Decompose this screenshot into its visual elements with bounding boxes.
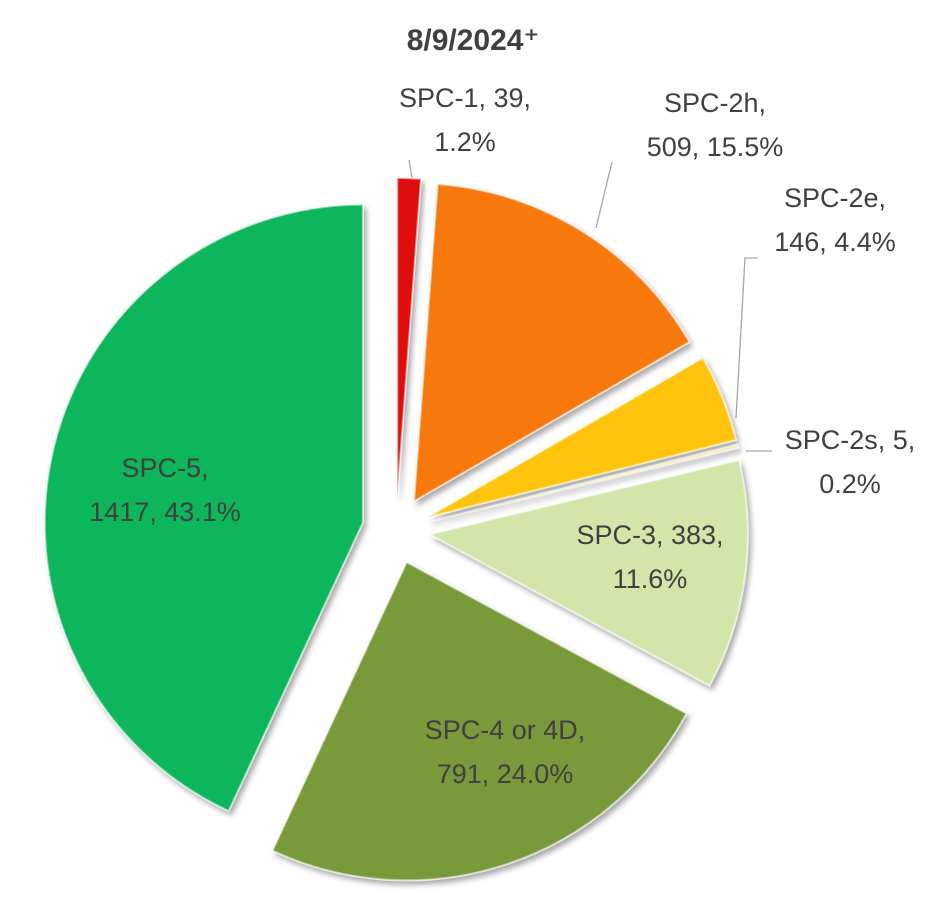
leader-line: [408, 159, 413, 179]
data-label: 1.2%: [434, 127, 496, 157]
pie-slice: [396, 177, 423, 497]
data-label: SPC-1, 39,: [399, 83, 531, 113]
data-label: SPC-2h,: [664, 88, 766, 118]
pie-slice: [271, 560, 688, 882]
data-label: 1417, 43.1%: [89, 497, 241, 527]
pie-slice: [43, 203, 364, 813]
data-label: SPC-4 or 4D,: [425, 715, 586, 745]
pie-slice: [428, 443, 740, 523]
chart-title: 8/9/2024⁺: [407, 24, 540, 57]
data-label: SPC-3, 383,: [576, 520, 723, 550]
leader-line: [735, 257, 758, 419]
data-label: 509, 15.5%: [647, 132, 784, 162]
data-label: 791, 24.0%: [437, 759, 574, 789]
pie-slice: [426, 458, 749, 687]
data-label: SPC-5,: [121, 453, 208, 483]
pie-slice: [412, 183, 691, 504]
data-label: 11.6%: [613, 564, 688, 594]
pie-slice: [427, 356, 738, 519]
leader-line: [595, 161, 613, 229]
data-label: 146, 4.4%: [774, 227, 896, 257]
data-label: SPC-2e,: [784, 183, 886, 213]
data-label: 0.2%: [819, 469, 881, 499]
data-label: SPC-2s, 5,: [785, 425, 916, 455]
